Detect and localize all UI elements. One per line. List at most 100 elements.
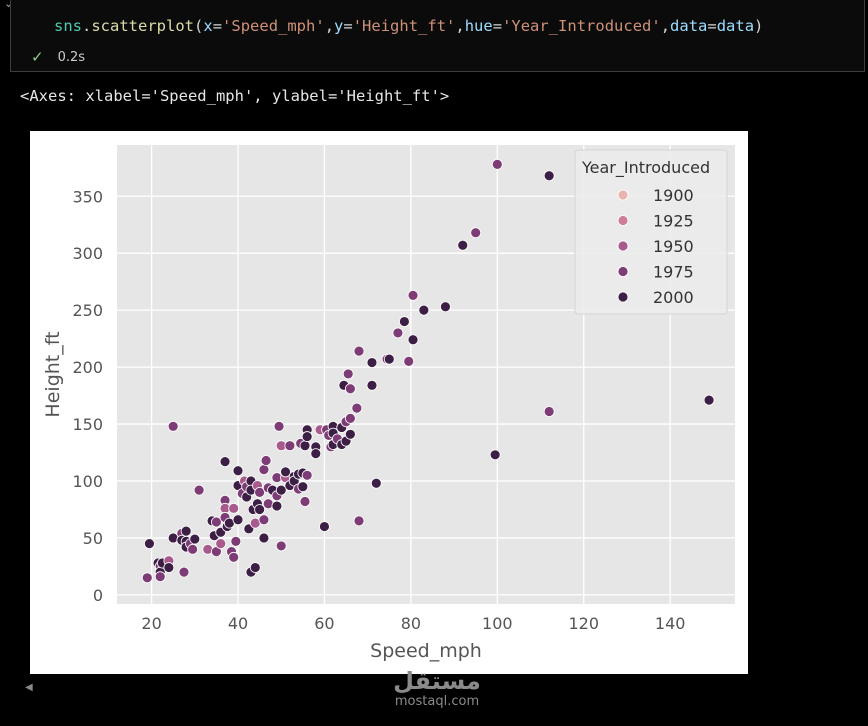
data-point [366, 357, 378, 368]
data-point [273, 420, 285, 432]
data-point [275, 484, 287, 496]
data-point [210, 516, 222, 528]
watermark-arabic: مستقل [393, 667, 481, 695]
data-point [141, 572, 153, 584]
data-point [353, 345, 365, 357]
data-point [342, 368, 354, 380]
cell-status: ✓ 0.2s [31, 48, 85, 66]
x-tick-label: 80 [401, 614, 421, 633]
data-point [258, 514, 270, 526]
code-token: data [716, 17, 755, 35]
code-token: scatterplot [91, 17, 194, 35]
data-point [457, 239, 469, 251]
data-point [219, 456, 231, 468]
x-tick-label: 20 [141, 614, 161, 633]
data-point [271, 500, 283, 512]
legend-box [574, 149, 728, 315]
data-point [351, 402, 363, 414]
data-point [543, 170, 555, 182]
y-tick-label: 50 [83, 529, 103, 548]
code-token: x [203, 17, 213, 35]
x-tick-label: 100 [482, 614, 513, 633]
exec-time: 0.2s [57, 49, 86, 65]
code-line[interactable]: sns.scatterplot(x='Speed_mph',y='Height_… [54, 17, 763, 35]
y-tick-label: 300 [72, 244, 103, 263]
data-point [370, 477, 382, 489]
code-token: , [324, 17, 335, 35]
scroll-left-arrow-icon[interactable]: ◀ [25, 682, 33, 693]
legend-marker [617, 215, 629, 226]
code-token: data [670, 17, 708, 35]
data-point [193, 484, 205, 496]
data-point [232, 465, 244, 477]
code-token: = [707, 17, 717, 35]
data-point [299, 496, 311, 507]
code-token: sns [54, 17, 82, 35]
x-tick-label: 60 [314, 614, 334, 633]
y-tick-label: 250 [72, 301, 103, 320]
collapse-chevron-icon[interactable]: ⌄ [4, 0, 14, 10]
data-point [178, 566, 190, 578]
data-point [297, 481, 309, 493]
data-point [228, 551, 240, 563]
data-point [163, 562, 175, 573]
legend-title: Year_Introduced [581, 158, 710, 178]
data-point [144, 538, 155, 550]
legend-label: 2000 [653, 288, 694, 307]
x-tick-label: 120 [568, 614, 599, 633]
legend-marker [617, 189, 629, 201]
data-point [254, 486, 266, 498]
data-point [403, 356, 415, 367]
data-point [418, 304, 430, 316]
legend-marker [617, 240, 629, 252]
data-point [440, 301, 451, 313]
data-point [344, 428, 356, 440]
data-point [543, 406, 555, 417]
data-point [260, 455, 272, 466]
data-point [470, 227, 482, 239]
code-token: = [212, 17, 223, 35]
output-repr: <Axes: xlabel='Speed_mph', ylabel='Heigh… [20, 87, 450, 105]
data-point [254, 504, 266, 515]
data-point [284, 440, 296, 452]
legend-label: 1975 [653, 263, 694, 282]
data-point [319, 521, 330, 532]
chart-figure: 20 40 60 80 100 120 140 0 50 100 150 200 250 300 350 Sp… [30, 131, 748, 674]
code-token: hue [464, 17, 493, 35]
data-point [275, 540, 287, 552]
data-point [228, 502, 240, 514]
data-point [491, 158, 503, 170]
code-token: . [82, 17, 92, 35]
x-axis-label: Speed_mph [370, 640, 482, 662]
code-token: ( [194, 17, 204, 35]
check-icon: ✓ [31, 48, 44, 66]
data-point [249, 562, 261, 573]
data-point [187, 543, 199, 555]
legend-label: 1900 [653, 186, 694, 205]
legend-marker [617, 266, 629, 277]
code-token: y [334, 17, 344, 35]
data-point [344, 383, 356, 395]
y-tick-label: 200 [72, 358, 103, 377]
code-token: = [492, 17, 503, 35]
data-point [310, 448, 322, 460]
data-point [215, 538, 227, 550]
code-token: ) [754, 17, 764, 35]
y-tick-label: 350 [72, 187, 103, 206]
y-tick-label: 100 [72, 472, 103, 491]
data-point [301, 469, 313, 481]
legend-label: 1925 [653, 212, 694, 231]
data-point [230, 535, 242, 547]
legend-label: 1950 [653, 237, 694, 256]
data-point [344, 412, 356, 424]
code-cell[interactable]: sns.scatterplot(x='Speed_mph',y='Height_… [10, 0, 865, 72]
data-point [407, 334, 419, 346]
code-token: 'Height_ft' [352, 17, 456, 35]
data-point [280, 466, 291, 478]
data-point [258, 464, 270, 476]
data-point [301, 431, 313, 442]
data-point [154, 571, 166, 583]
y-tick-label: 0 [93, 586, 103, 605]
data-point [299, 440, 311, 452]
data-point [180, 525, 192, 537]
